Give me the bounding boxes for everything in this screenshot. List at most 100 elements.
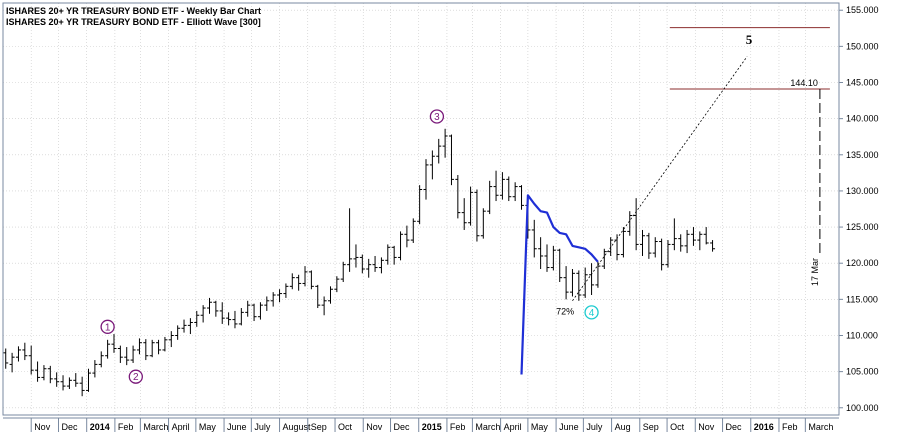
ohlc-bar (531, 219, 537, 258)
ohlc-bar (168, 331, 174, 348)
ohlc-bar (9, 352, 15, 373)
ohlc-bar (633, 198, 639, 251)
x-tick-label: May (531, 422, 549, 432)
ohlc-bar (98, 351, 104, 368)
wave-label-2: 2 (128, 369, 143, 384)
y-tick-label: 110.000 (846, 330, 878, 340)
chart-subtitle: ISHARES 20+ YR TREASURY BOND ETF - Ellio… (6, 17, 261, 27)
ohlc-bar (283, 283, 289, 298)
x-tick-label: June (227, 422, 247, 432)
ohlc-bar (162, 336, 168, 352)
x-tick-label: 2015 (422, 422, 442, 432)
ohlc-bar (15, 346, 21, 362)
wave-label-text: 2 (133, 372, 139, 383)
x-tick-label: April (172, 422, 190, 432)
x-tick-label: May (199, 422, 217, 432)
ohlc-bar (448, 134, 454, 186)
ohlc-bar (620, 227, 626, 258)
ohlc-bar (538, 237, 544, 269)
ohlc-bar (569, 268, 575, 297)
ohlc-bar (646, 232, 652, 259)
x-tick-label: Dec (726, 422, 743, 432)
ohlc-bar (149, 339, 155, 358)
ohlc-bar (296, 274, 302, 291)
ohlc-bar (277, 289, 283, 303)
x-tick-label: Feb (782, 422, 798, 432)
ohlc-bar (353, 244, 359, 268)
x-tick-label: June (559, 422, 579, 432)
ohlc-bar (111, 334, 117, 353)
ohlc-bar (124, 347, 130, 366)
ohlc-bar (321, 296, 327, 316)
ohlc-bar (219, 302, 225, 324)
ohlc-bar (423, 159, 429, 200)
ohlc-bar (468, 186, 474, 226)
overlay-line (520, 194, 599, 375)
ohlc-bar (474, 189, 480, 242)
ohlc-bar (308, 270, 314, 290)
ohlc-bar (493, 170, 499, 202)
x-tick-label: Feb (450, 422, 466, 432)
ohlc-bar (595, 261, 601, 288)
x-tick-label: March (808, 422, 833, 432)
retracement-annotation: 72% (556, 307, 574, 317)
ohlc-bar (499, 172, 505, 200)
wave-label-5: 5 (746, 32, 753, 47)
ohlc-bar (79, 376, 85, 397)
ohlc-bar (327, 286, 333, 304)
price-bars (3, 128, 716, 397)
ohlc-bar (710, 240, 716, 252)
ohlc-bar (442, 128, 448, 158)
x-tick-label: Sep (311, 422, 327, 432)
ohlc-bar (659, 238, 665, 271)
wave-label-text: 1 (105, 322, 111, 333)
ohlc-bar (652, 237, 658, 258)
wave-label-text: 4 (589, 308, 595, 319)
ohlc-bar (461, 198, 467, 230)
ohlc-bar (194, 310, 200, 327)
ohlc-bar (60, 375, 66, 391)
y-tick-label: 155.000 (846, 5, 879, 15)
ohlc-bar (398, 231, 404, 261)
x-tick-label: August (283, 422, 312, 432)
ohlc-bar (487, 180, 493, 215)
wave-label-circle (584, 305, 599, 320)
x-tick-label: July (254, 422, 271, 432)
wave-label-4: 4 (584, 305, 599, 320)
ohlc-bar (136, 338, 142, 355)
x-tick-label: March (475, 422, 500, 432)
ohlc-bar (671, 218, 677, 251)
ohlc-bar (264, 296, 270, 311)
y-tick-label: 125.000 (846, 222, 879, 232)
ohlc-bar (703, 227, 709, 245)
ohlc-bar (506, 176, 512, 202)
ohlc-bar (601, 248, 607, 269)
x-tick-label: Oct (670, 422, 685, 432)
ohlc-bar (519, 185, 525, 210)
ohlc-bar (315, 284, 321, 309)
ohlc-bar (557, 248, 563, 283)
ohlc-bar (92, 360, 98, 378)
x-tick-label: Dec (61, 422, 78, 432)
ohlc-bar (206, 297, 212, 314)
ohlc-bar (257, 302, 263, 320)
ohlc-bar (576, 270, 582, 301)
x-tick-label: Aug (615, 422, 631, 432)
overlay-layer: 144.10 17 Mar (520, 27, 830, 375)
y-tick-label: 105.000 (846, 367, 879, 377)
ohlc-bar (372, 255, 378, 272)
x-tick-label: Oct (338, 422, 353, 432)
x-tick-label: Nov (698, 422, 715, 432)
ohlc-bar (156, 339, 162, 355)
ohlc-bar (245, 300, 251, 317)
ohlc-bar (35, 361, 41, 382)
ohlc-bar (22, 342, 28, 361)
y-tick-label: 140.000 (846, 114, 879, 124)
y-axis: 100.000 105.000 110.000 115.000 120.000 125.0… (839, 5, 879, 413)
ohlc-bar (66, 377, 72, 389)
ohlc-bar (334, 276, 340, 293)
ohlc-bar (175, 325, 181, 340)
x-tick-label: July (586, 422, 603, 432)
y-tick-label: 100.000 (846, 403, 879, 413)
